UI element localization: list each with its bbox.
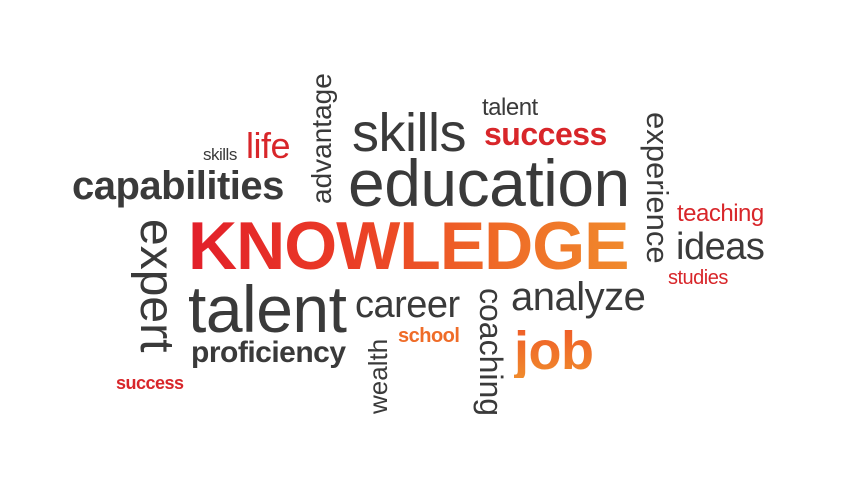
word-capabilities: capabilities (72, 164, 284, 208)
word-success-bottom: success (116, 373, 184, 393)
word-career: career (355, 284, 460, 326)
word-ideas: ideas (676, 226, 765, 268)
word-advantage: advantage (306, 73, 337, 204)
word-success-top: success (484, 116, 607, 152)
word-experience: experience (640, 112, 675, 264)
word-proficiency: proficiency (191, 336, 346, 369)
word-job: job (514, 321, 594, 381)
word-studies: studies (668, 267, 728, 289)
word-talent-large: talent (188, 272, 347, 346)
word-analyze: analyze (511, 275, 646, 319)
word-teaching: teaching (677, 200, 764, 227)
word-talent-small: talent (482, 94, 538, 121)
word-knowledge: KNOWLEDGE (188, 208, 630, 284)
word-skills-small: skills (203, 145, 237, 164)
word-expert: expert (130, 219, 183, 353)
word-life: life (246, 125, 291, 166)
word-wealth: wealth (363, 338, 393, 414)
word-skills-large: skills (352, 103, 467, 163)
word-coaching: coaching (473, 288, 509, 417)
word-school: school (398, 325, 460, 347)
word-education: education (348, 146, 630, 220)
